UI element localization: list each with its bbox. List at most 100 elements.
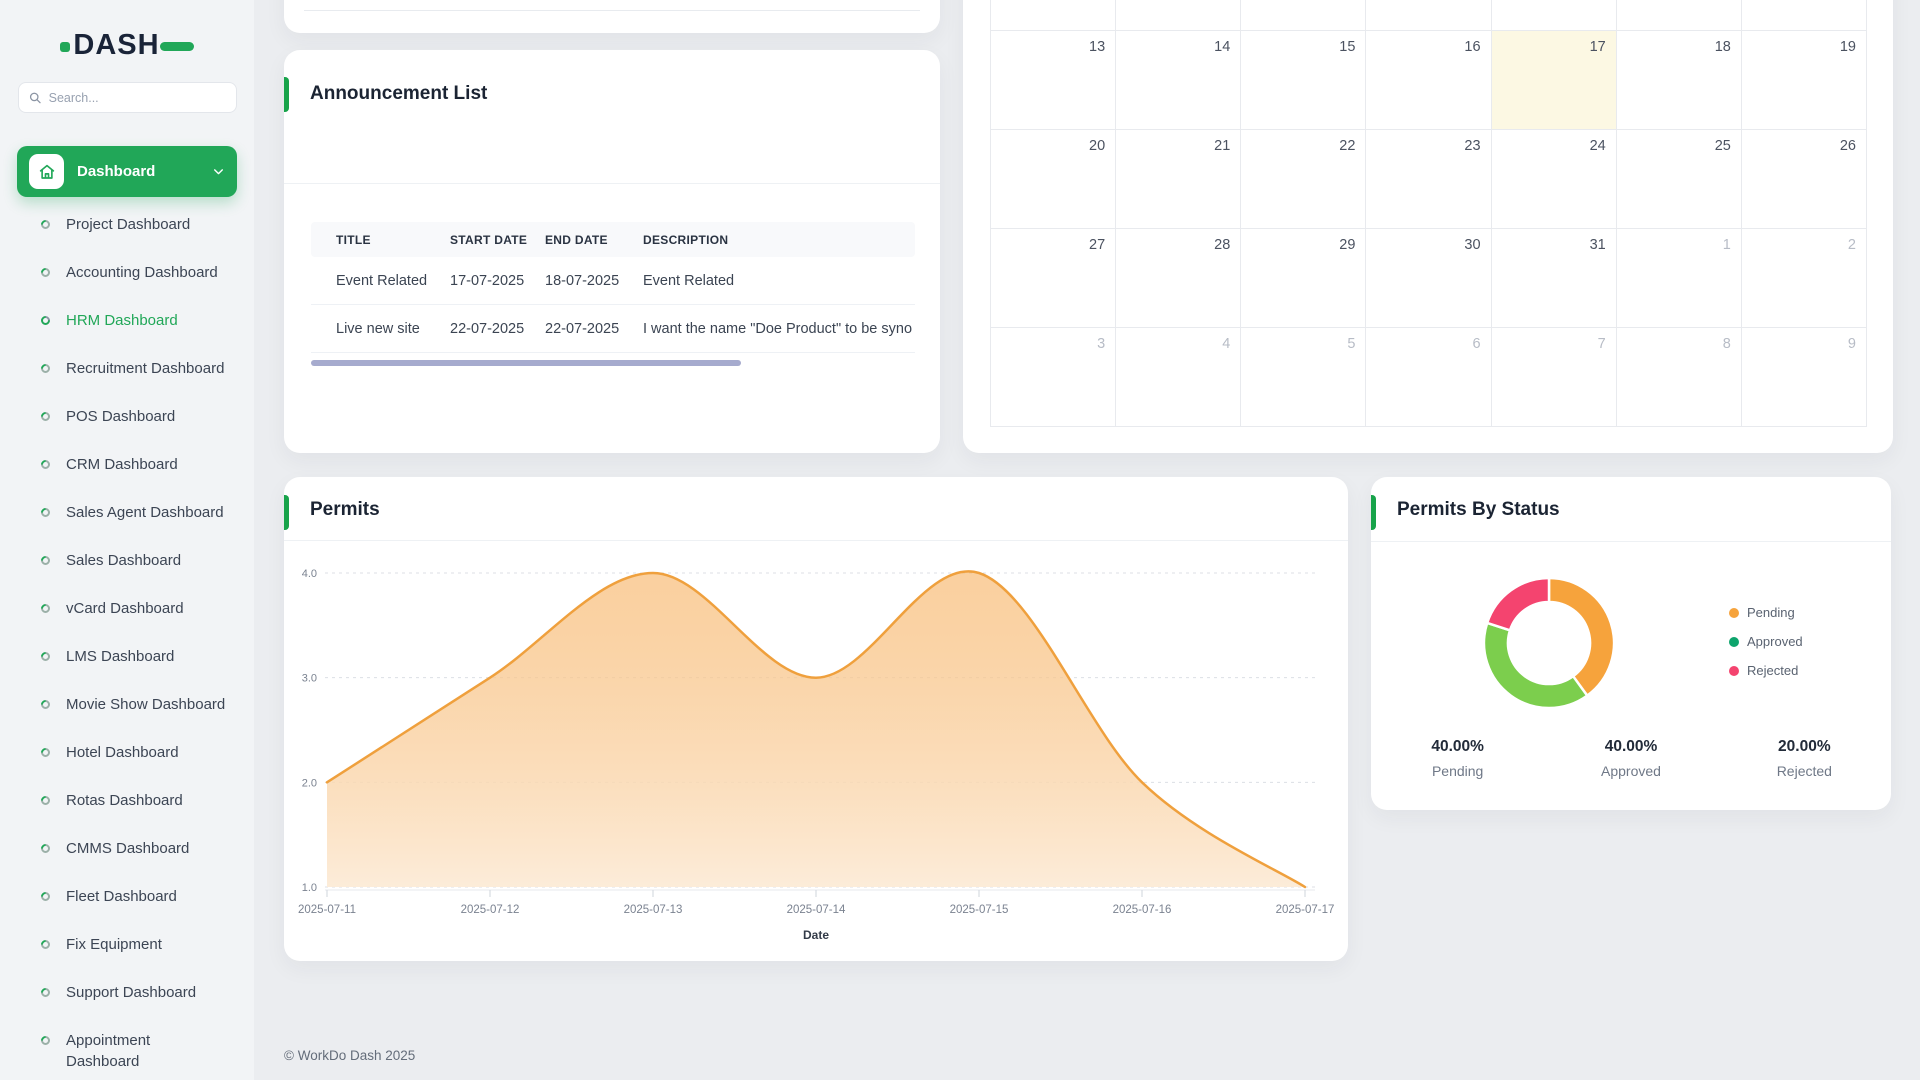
calendar-cell[interactable] [1742, 0, 1867, 31]
chevron-down-icon [212, 165, 225, 178]
donut-slice-rejected [1487, 578, 1549, 630]
calendar-day-22[interactable]: 22 [1241, 130, 1366, 229]
calendar-day-23[interactable]: 23 [1366, 130, 1491, 229]
calendar-day-1[interactable]: 1 [1617, 229, 1742, 328]
sidebar-item-label: Sales Agent Dashboard [66, 502, 224, 523]
calendar-day-31[interactable]: 31 [1492, 229, 1617, 328]
circle-icon [39, 458, 52, 471]
sidebar-item-sales-agent-dashboard[interactable]: Sales Agent Dashboard [0, 488, 254, 536]
sidebar-item-fleet-dashboard[interactable]: Fleet Dashboard [0, 872, 254, 920]
calendar-cell[interactable] [1492, 0, 1617, 31]
stat-label: Approved [1544, 763, 1717, 779]
horizontal-scrollbar-thumb[interactable] [311, 360, 741, 366]
circle-icon [39, 794, 52, 807]
legend-label: Rejected [1747, 663, 1798, 678]
calendar-day-13[interactable]: 13 [991, 31, 1116, 130]
sidebar-item-accounting-dashboard[interactable]: Accounting Dashboard [0, 248, 254, 296]
sidebar: DASH Dashboard Project DashboardAccounti… [0, 0, 254, 1080]
circle-icon [39, 362, 52, 375]
calendar-day-18[interactable]: 18 [1617, 31, 1742, 130]
legend-item-approved[interactable]: Approved [1729, 634, 1803, 649]
dashboard-menu-button[interactable]: Dashboard [17, 146, 237, 197]
calendar-day-27[interactable]: 27 [991, 229, 1116, 328]
calendar-day-15[interactable]: 15 [1241, 31, 1366, 130]
calendar-cell[interactable] [1366, 0, 1491, 31]
calendar-day-16[interactable]: 16 [1366, 31, 1491, 130]
sidebar-item-label: Sales Dashboard [66, 550, 181, 571]
sidebar-item-hrm-dashboard[interactable]: HRM Dashboard [0, 296, 254, 344]
sidebar-item-movie-show-dashboard[interactable]: Movie Show Dashboard [0, 680, 254, 728]
calendar-cell[interactable] [1116, 0, 1241, 31]
sidebar-item-cmms-dashboard[interactable]: CMMS Dashboard [0, 824, 254, 872]
calendar-cell[interactable] [1241, 0, 1366, 31]
announcement-card: Announcement List TITLESTART DATEEND DAT… [284, 50, 940, 453]
calendar-day-5[interactable]: 5 [1241, 328, 1366, 427]
sidebar-item-rotas-dashboard[interactable]: Rotas Dashboard [0, 776, 254, 824]
sidebar-item-recruitment-dashboard[interactable]: Recruitment Dashboard [0, 344, 254, 392]
sidebar-item-pos-dashboard[interactable]: POS Dashboard [0, 392, 254, 440]
calendar-day-2[interactable]: 2 [1742, 229, 1867, 328]
sidebar-item-vcard-dashboard[interactable]: vCard Dashboard [0, 584, 254, 632]
calendar-grid: 1314151617181920212223242526272829303112… [990, 0, 1867, 427]
area-fill [327, 571, 1305, 887]
announcement-title: Announcement List [310, 83, 487, 105]
search-box [18, 82, 237, 113]
calendar-day-6[interactable]: 6 [1366, 328, 1491, 427]
calendar-day-29[interactable]: 29 [1241, 229, 1366, 328]
calendar-day-28[interactable]: 28 [1116, 229, 1241, 328]
x-axis-label: 2025-07-12 [461, 904, 520, 916]
sidebar-item-lms-dashboard[interactable]: LMS Dashboard [0, 632, 254, 680]
legend-item-pending[interactable]: Pending [1729, 605, 1803, 620]
home-icon [38, 163, 56, 181]
calendar-day-25[interactable]: 25 [1617, 130, 1742, 229]
x-axis-label: 2025-07-11 [298, 904, 356, 916]
column-header: TITLE [311, 233, 450, 247]
sidebar-item-fix-equipment[interactable]: Fix Equipment [0, 920, 254, 968]
card-accent-bar [284, 77, 289, 112]
circle-icon [39, 266, 52, 279]
table-cell: Event Related [643, 273, 915, 289]
logo-accent-dot-icon [60, 42, 70, 52]
calendar-day-17[interactable]: 17 [1492, 31, 1617, 130]
sidebar-item-label: Fix Equipment [66, 934, 162, 955]
calendar-day-8[interactable]: 8 [1617, 328, 1742, 427]
sidebar-item-label: Support Dashboard [66, 982, 196, 1003]
calendar-day-19[interactable]: 19 [1742, 31, 1867, 130]
footer-text: © WorkDo Dash 2025 [284, 1048, 415, 1063]
column-header: END DATE [545, 233, 643, 247]
calendar-day-14[interactable]: 14 [1116, 31, 1241, 130]
calendar-day-21[interactable]: 21 [1116, 130, 1241, 229]
sidebar-item-sales-dashboard[interactable]: Sales Dashboard [0, 536, 254, 584]
circle-icon [39, 554, 52, 567]
calendar-day-26[interactable]: 26 [1742, 130, 1867, 229]
calendar-cell[interactable] [1617, 0, 1742, 31]
circle-icon [39, 650, 52, 663]
search-input[interactable] [49, 91, 226, 105]
table-body: Event Related17-07-202518-07-2025Event R… [311, 257, 915, 353]
stat-label: Pending [1371, 763, 1544, 779]
calendar-card: 1314151617181920212223242526272829303112… [963, 0, 1893, 453]
sidebar-item-label: Project Dashboard [66, 214, 190, 235]
calendar-cell[interactable] [991, 0, 1116, 31]
announcement-table: TITLESTART DATEEND DATEDESCRIPTION Event… [311, 222, 915, 353]
calendar-day-24[interactable]: 24 [1492, 130, 1617, 229]
sidebar-item-label: Appointment Dashboard [66, 1030, 188, 1072]
table-cell: 17-07-2025 [450, 273, 545, 289]
sidebar-item-hotel-dashboard[interactable]: Hotel Dashboard [0, 728, 254, 776]
sidebar-item-appointment-dashboard[interactable]: Appointment Dashboard [0, 1016, 254, 1072]
sidebar-item-project-dashboard[interactable]: Project Dashboard [0, 200, 254, 248]
calendar-day-3[interactable]: 3 [991, 328, 1116, 427]
calendar-day-7[interactable]: 7 [1492, 328, 1617, 427]
calendar-day-9[interactable]: 9 [1742, 328, 1867, 427]
calendar-day-30[interactable]: 30 [1366, 229, 1491, 328]
legend-item-rejected[interactable]: Rejected [1729, 663, 1803, 678]
calendar-day-20[interactable]: 20 [991, 130, 1116, 229]
donut-legend: Pending Approved Rejected [1729, 605, 1803, 678]
dashboard-menu-label: Dashboard [77, 163, 212, 180]
stat-value: 40.00% [1371, 738, 1544, 756]
sidebar-item-crm-dashboard[interactable]: CRM Dashboard [0, 440, 254, 488]
circle-icon [39, 314, 52, 327]
sidebar-item-support-dashboard[interactable]: Support Dashboard [0, 968, 254, 1016]
calendar-day-4[interactable]: 4 [1116, 328, 1241, 427]
status-stats: 40.00%Pending40.00%Approved20.00%Rejecte… [1371, 738, 1891, 779]
